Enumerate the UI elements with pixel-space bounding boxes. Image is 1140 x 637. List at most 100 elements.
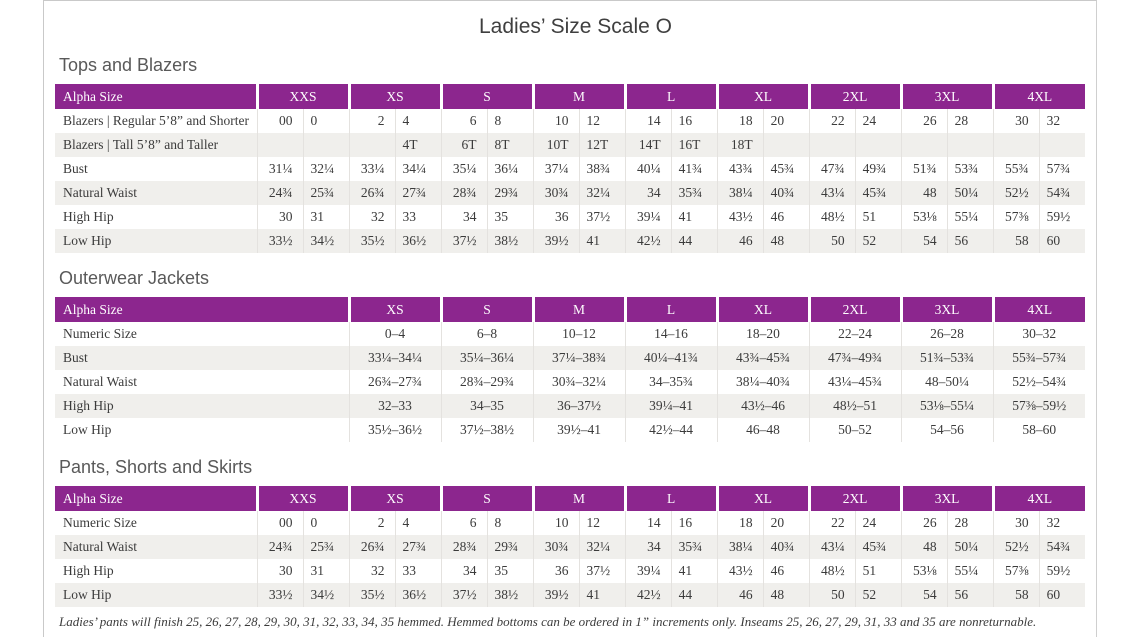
size-cell: 50 <box>808 229 856 253</box>
size-cell: 43½–46 <box>716 394 809 418</box>
size-header-l: L <box>623 486 718 511</box>
size-cell: 42½ <box>624 583 672 607</box>
size-cell: 48½ <box>808 205 856 229</box>
size-cell: 24¾ <box>256 535 303 559</box>
table-row: High Hip 30 31 32 33 34 35 36 37½ 39¼ 41 43½ 46 48½ 51… <box>55 205 1086 229</box>
table-row: Bust 31¼ 32¼ 33¼ 34¼ 35¼ 36¼ 37¼ 38¾ 40¼ 41¾ 43¾ 45¾… <box>55 157 1086 181</box>
size-cell: 34½ <box>302 229 350 253</box>
size-header-xs: XS <box>347 486 442 511</box>
size-cell: 52 <box>854 229 902 253</box>
size-cell: 25¾ <box>302 535 350 559</box>
row-label: High Hip <box>63 563 114 578</box>
size-cell: 32 <box>1038 511 1086 535</box>
size-cell: 6 <box>440 109 488 133</box>
table-head: Alpha Size XXS XS S M L XL 2XL 3XL 4XL <box>55 486 1086 511</box>
size-cell: 47¾–49¾ <box>808 346 901 370</box>
row-label: High Hip <box>55 394 349 418</box>
size-cell: 50–52 <box>808 418 901 442</box>
size-cell: 8T <box>486 133 534 157</box>
size-cell: 4T <box>394 133 442 157</box>
row-label: Numeric Size <box>63 326 137 341</box>
size-cell: 0 <box>302 109 350 133</box>
size-cell: 57⅜ <box>992 205 1040 229</box>
section-heading-outerwear-jackets: Outerwear Jackets <box>59 268 210 288</box>
size-cell: 4 <box>394 511 442 535</box>
size-cell: 45¾ <box>854 181 902 205</box>
size-header-m: M <box>531 84 626 109</box>
size-cell: 41 <box>670 559 718 583</box>
row-label: Natural Waist <box>55 181 257 205</box>
size-cell: 32 <box>1038 109 1086 133</box>
size-cell: 51 <box>854 205 902 229</box>
size-cell: 4 <box>394 109 442 133</box>
size-cell: 57⅜ <box>992 559 1040 583</box>
size-cell <box>900 133 948 157</box>
size-cell: 24 <box>854 109 902 133</box>
size-cell: 43¾–45¾ <box>716 346 809 370</box>
size-cell: 53⅛ <box>900 559 948 583</box>
size-cell: 55¼ <box>946 205 994 229</box>
size-cell: 46 <box>762 559 810 583</box>
size-cell: 53⅛ <box>900 205 948 229</box>
size-cell: 60 <box>1038 583 1086 607</box>
size-cell: 10T <box>532 133 580 157</box>
size-cell <box>992 133 1040 157</box>
size-cell: 42½ <box>624 229 672 253</box>
size-cell: 43¼–45¾ <box>808 370 901 394</box>
size-cell: 56 <box>946 229 994 253</box>
alpha-size-header: Alpha Size <box>55 297 349 322</box>
size-cell: 48½–51 <box>808 394 901 418</box>
size-cell: 37¼ <box>532 157 580 181</box>
size-cell: 36 <box>532 559 580 583</box>
size-cell: 25¾ <box>302 181 350 205</box>
size-header-4xl: 4XL <box>991 84 1086 109</box>
header-row: Alpha Size XXS XS S M L XL 2XL 3XL 4XL <box>55 84 1086 109</box>
size-cell: 47¾ <box>808 157 856 181</box>
size-cell: 58 <box>992 229 1040 253</box>
size-cell: 46 <box>716 583 764 607</box>
section-tops-and-blazers: Tops and Blazers Alpha Size XXS XS S M L XL 2XL… <box>55 53 1096 253</box>
page-title: Ladies’ Size Scale O <box>479 15 672 38</box>
size-cell: 44 <box>670 229 718 253</box>
size-cell <box>854 133 902 157</box>
row-label: Natural Waist <box>63 374 138 389</box>
size-cell: 32 <box>348 205 396 229</box>
section-outerwear-jackets: Outerwear Jackets Alpha Size XS S M L XL 2XL 3X… <box>55 266 1096 442</box>
size-cell: 38¼–40¾ <box>716 370 809 394</box>
size-table-container-outerwear-jackets: Alpha Size XS S M L XL 2XL 3XL 4XL Numeric Size 0–… <box>55 297 1096 442</box>
size-header-2xl: 2XL <box>807 486 902 511</box>
size-cell: 6T <box>440 133 488 157</box>
row-label: Blazers | Regular 5’8” and Shorter <box>63 113 250 128</box>
size-cell <box>762 133 810 157</box>
table-row: Natural Waist 24¾ 25¾ 26¾ 27¾ 28¾ 29¾ 30¾ 32¼ 34 3… <box>55 181 1086 205</box>
table-row: Natural Waist 26¾–27¾ 28¾–29¾ 30¾–32¼ 34–35¾… <box>55 370 1085 394</box>
size-cell: 36–37½ <box>532 394 625 418</box>
size-cell: 46 <box>716 229 764 253</box>
size-cell: 46 <box>762 205 810 229</box>
size-chart-page: Ladies’ Size Scale O Tops and Blazers Al… <box>43 0 1097 637</box>
size-cell: 45¾ <box>854 535 902 559</box>
size-cell: 33½ <box>256 583 303 607</box>
size-cell: 33½ <box>256 229 303 253</box>
size-cell: 28 <box>946 109 994 133</box>
size-cell: 40¼ <box>624 157 672 181</box>
size-cell: 2 <box>348 511 396 535</box>
size-cell: 50¼ <box>946 535 994 559</box>
size-cell: 26¾ <box>348 535 396 559</box>
size-cell: 22 <box>808 511 856 535</box>
size-cell: 42½–44 <box>624 418 717 442</box>
header-row: Alpha Size XXS XS S M L XL 2XL 3XL 4XL <box>55 486 1086 511</box>
size-table-container-pants-shorts-and-skirts: Alpha Size XXS XS S M L XL 2XL 3XL 4XL Numeric Siz… <box>55 486 1096 607</box>
size-cell: 18T <box>716 133 764 157</box>
size-cell: 43¼ <box>808 535 856 559</box>
size-cell: 34¼ <box>394 157 442 181</box>
size-cell: 12 <box>578 511 626 535</box>
size-cell: 29¾ <box>486 535 534 559</box>
size-cell: 36 <box>532 205 580 229</box>
size-cell: 34 <box>624 535 672 559</box>
size-cell: 39¼ <box>624 205 672 229</box>
size-cell: 54 <box>900 583 948 607</box>
size-cell: 00 <box>256 109 303 133</box>
size-cell: 14T <box>624 133 672 157</box>
size-cell <box>302 133 350 157</box>
